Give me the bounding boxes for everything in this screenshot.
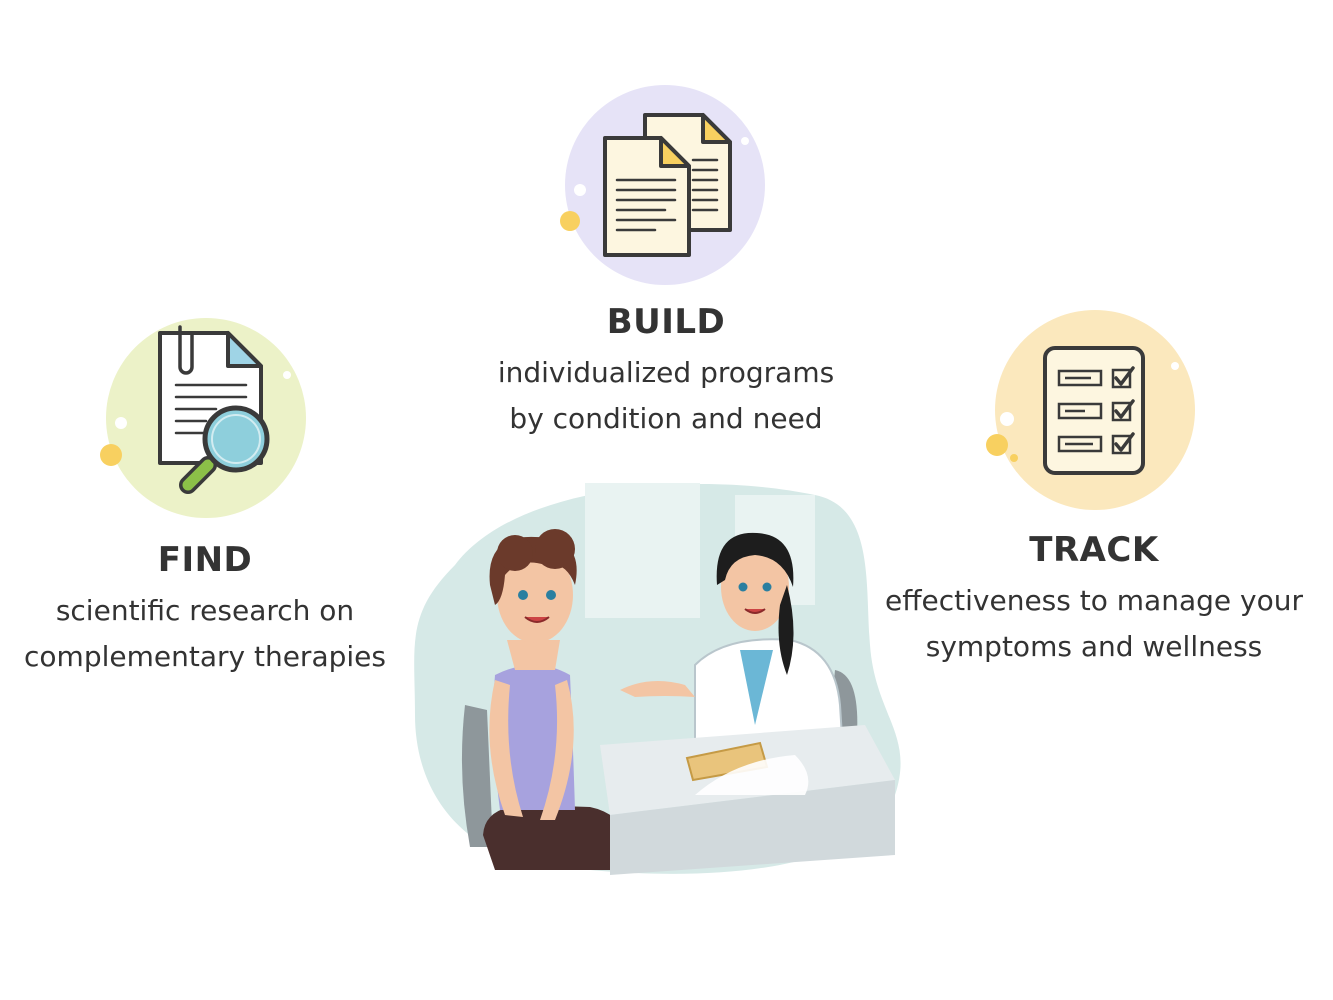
track-step: TRACK effectiveness to manage your sympto…	[872, 528, 1316, 670]
find-step: FIND scientific research on complementary…	[0, 538, 410, 680]
track-heading: TRACK	[1029, 530, 1159, 570]
find-heading: FIND	[157, 540, 253, 580]
build-line-1: individualized programs	[497, 356, 835, 389]
build-step: BUILD individualized programs by conditio…	[468, 300, 864, 442]
checklist-icon	[986, 310, 1195, 510]
build-heading: BUILD	[606, 302, 726, 342]
build-description: individualized programs by condition and …	[468, 350, 864, 442]
track-line-1: effectiveness to manage your	[885, 584, 1303, 617]
find-line-2: complementary therapies	[24, 640, 386, 673]
build-line-2: by condition and need	[509, 402, 823, 435]
track-line-2: symptoms and wellness	[925, 630, 1263, 663]
track-description: effectiveness to manage your symptoms and…	[872, 578, 1316, 670]
document-magnifier-icon	[100, 318, 306, 518]
find-description: scientific research on complementary ther…	[0, 588, 410, 680]
patient-doctor-consultation-illustration	[414, 483, 901, 875]
find-line-1: scientific research on	[55, 594, 355, 627]
documents-icon	[560, 85, 765, 285]
